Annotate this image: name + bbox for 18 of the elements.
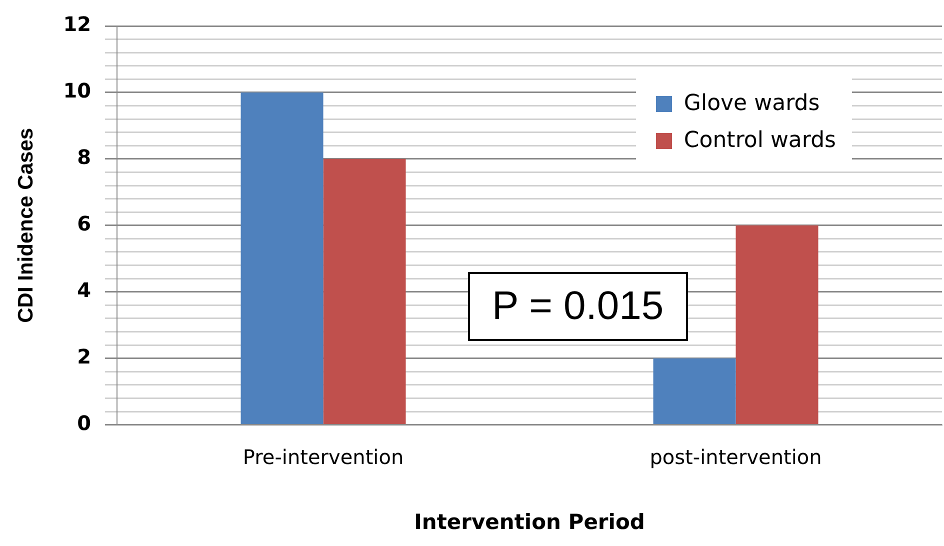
y-tick-label: 2 <box>77 344 92 369</box>
y-tick-label: 4 <box>77 278 92 302</box>
bar <box>323 158 406 424</box>
y-tick-label: 8 <box>77 145 92 170</box>
legend-label: Glove wards <box>684 91 820 116</box>
x-axis-title: Intervention Period <box>414 510 645 534</box>
bar <box>736 225 818 424</box>
y-tick-label: 0 <box>77 411 92 436</box>
bar <box>240 92 324 424</box>
bar <box>653 358 736 424</box>
y-axis-title: CDI Inidence Cases <box>14 128 38 323</box>
annotation: P = 0.015 <box>468 272 688 341</box>
y-tick-label: 12 <box>63 12 92 36</box>
y-tick-label: 10 <box>63 78 92 103</box>
x-tick-label: post-intervention <box>650 445 822 470</box>
x-tick-label: Pre-intervention <box>242 445 404 470</box>
y-tick-label: 6 <box>77 212 92 236</box>
legend-label: Control wards <box>684 128 836 153</box>
